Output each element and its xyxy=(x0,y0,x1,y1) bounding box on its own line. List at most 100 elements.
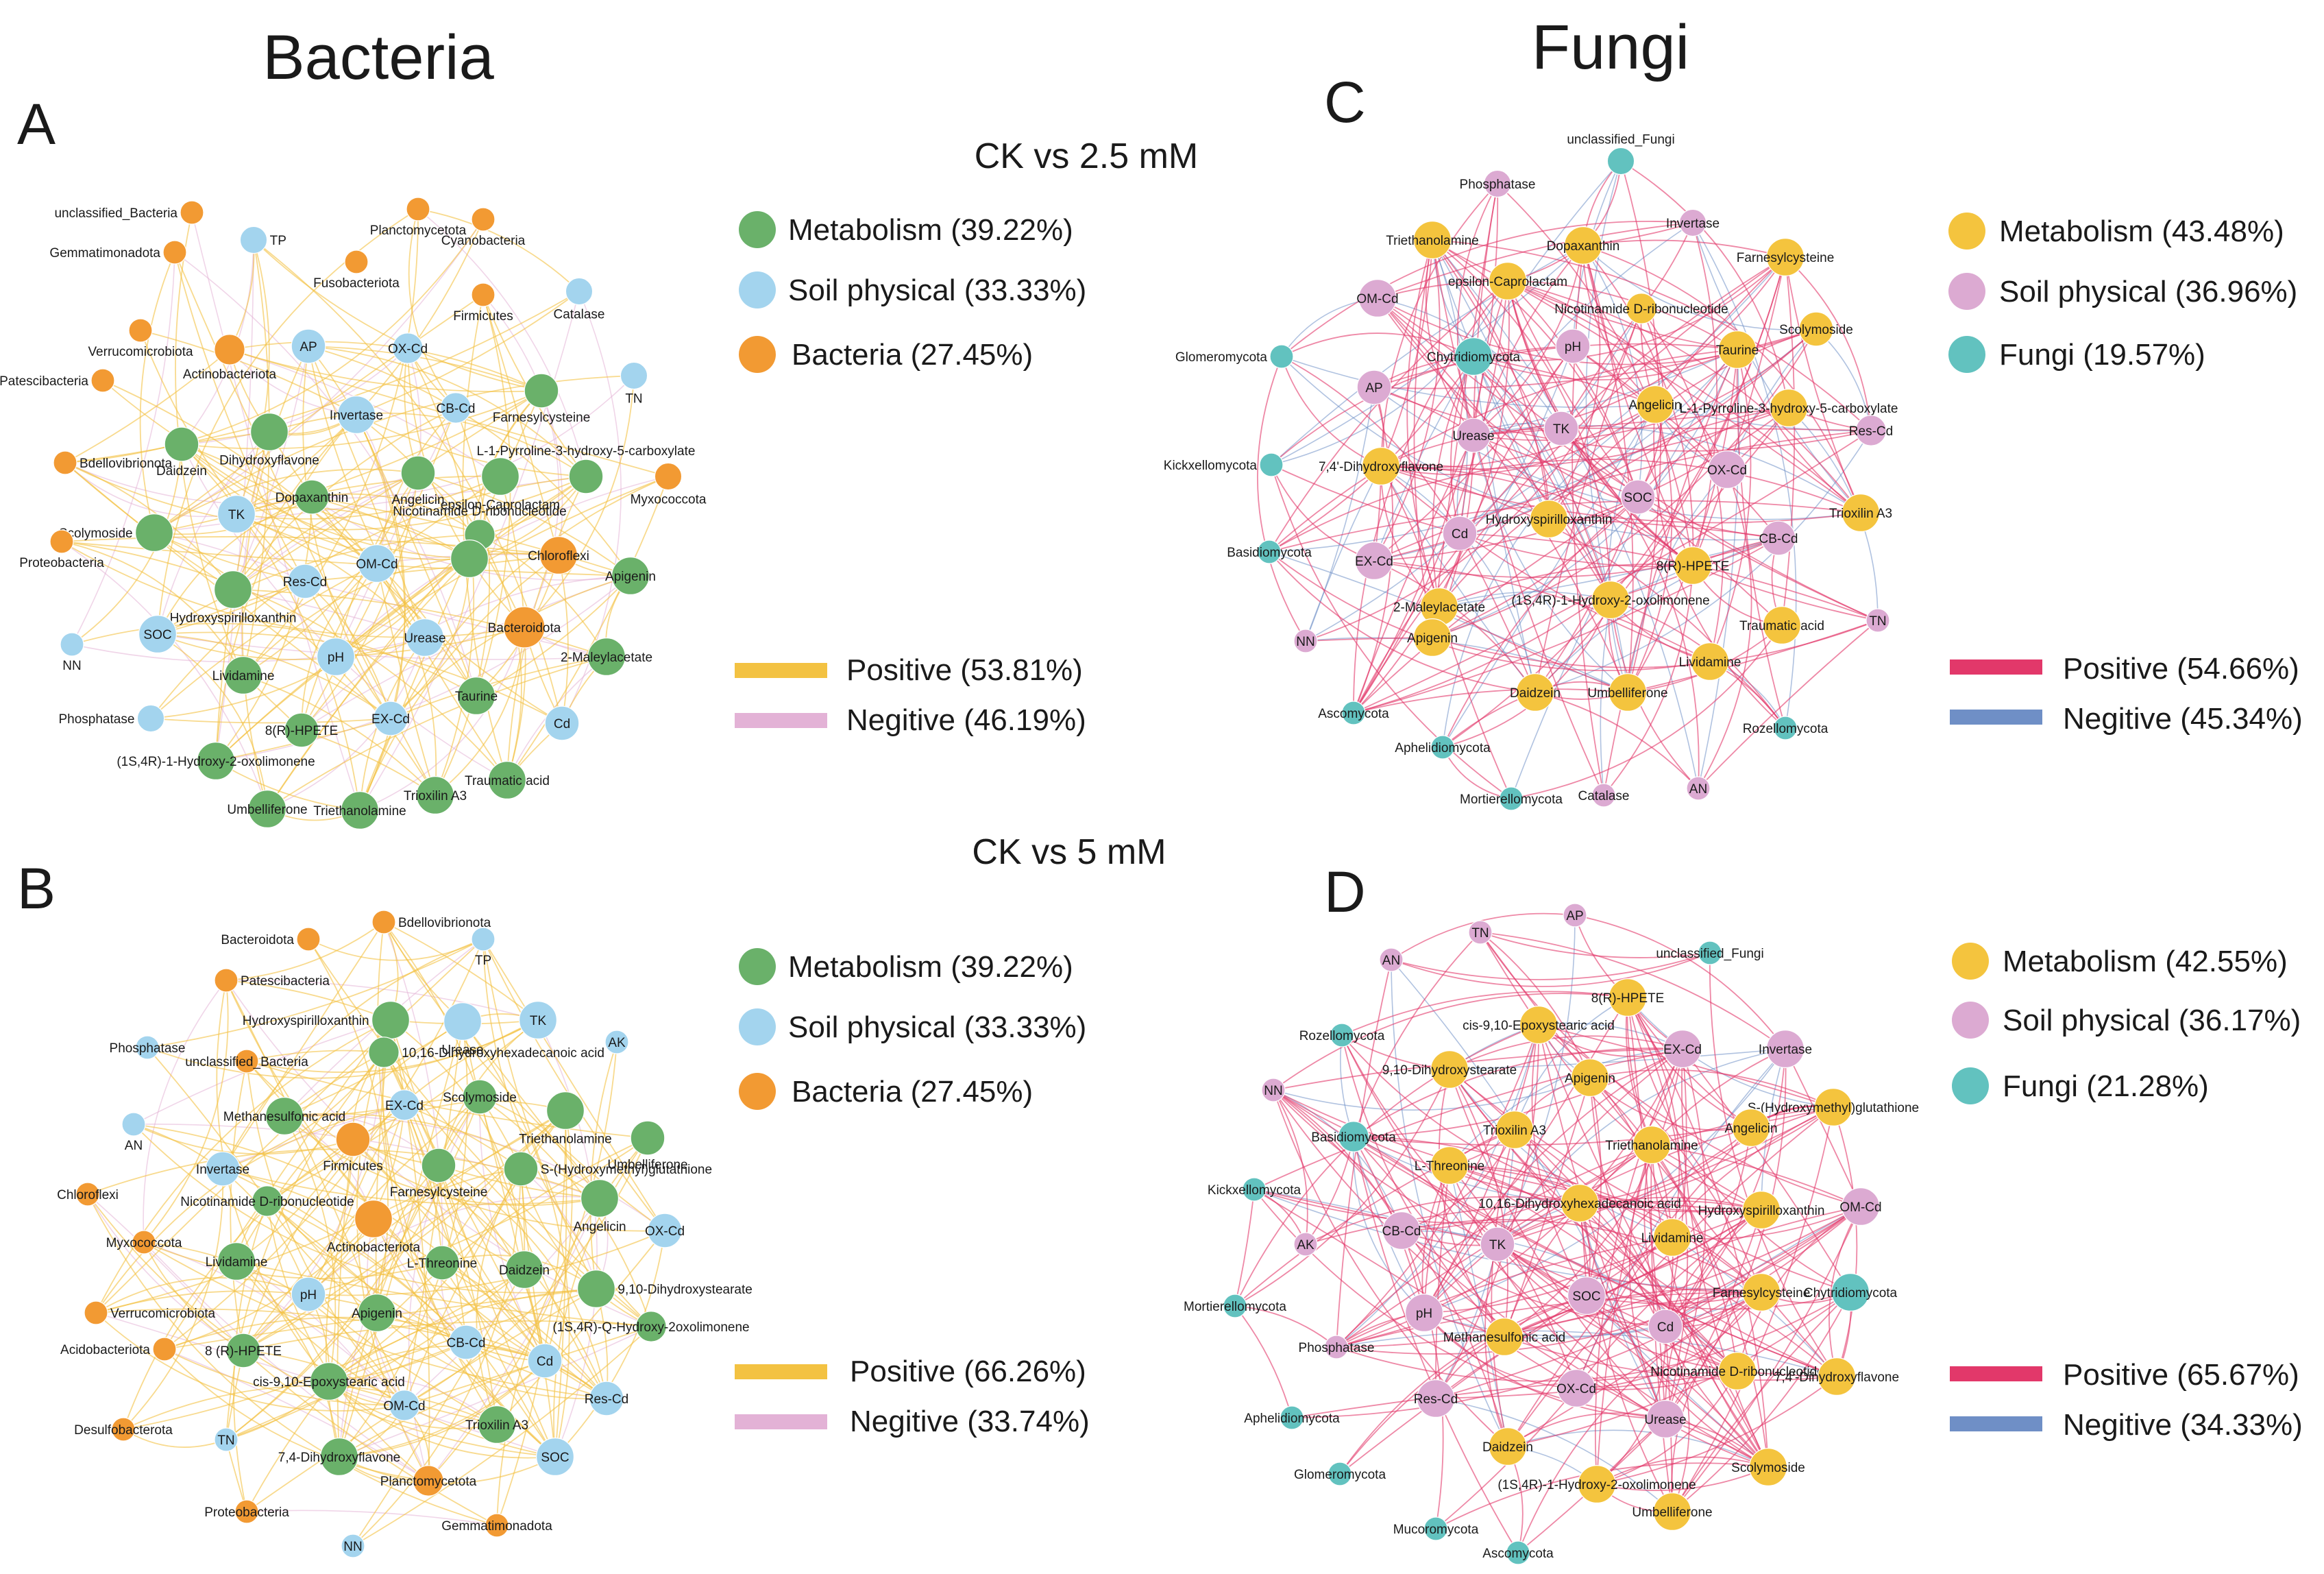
positive-edge xyxy=(154,375,635,533)
negative-edge xyxy=(1692,222,1797,729)
node-om-cd xyxy=(357,544,396,583)
node-label-1s-4r-1-hydroxy-2-oxolimonene: (1S,4R)-1-Hydroxy-2-oxolimonene xyxy=(117,755,315,769)
node-label-firmicutes: Firmicutes xyxy=(323,1159,383,1174)
positive-edge xyxy=(404,1104,556,1457)
node-label-proteobacteria: Proteobacteria xyxy=(19,556,104,570)
positive-edge xyxy=(404,1021,463,1406)
node-aphelidiomycota xyxy=(1280,1405,1304,1430)
node-label-ph: pH xyxy=(300,1288,317,1303)
positive-edge xyxy=(1234,1189,1255,1307)
positive-edge xyxy=(1353,1136,1673,1238)
node-lividamine xyxy=(1653,1218,1692,1257)
negative-edge xyxy=(1271,245,1584,465)
node-firmicutes xyxy=(335,1122,371,1157)
positive-edge xyxy=(1603,565,1693,796)
legend-label-metabolism: Metabolism (43.48%) xyxy=(1999,215,2284,248)
positive-edge xyxy=(1586,1077,1602,1296)
node-label-cd: Cd xyxy=(554,717,570,731)
positive-edge xyxy=(1473,356,1656,405)
node-apigenin xyxy=(611,556,650,595)
positive-edge xyxy=(352,1139,607,1399)
node-label-9-10-dihydroxystearate: 9,10-Dihydroxystearate xyxy=(617,1283,752,1297)
positive-edge xyxy=(1373,343,1738,388)
legend-swatch-metabolism xyxy=(1948,213,1985,250)
node-label-bdellovibrionota: Bdellovibrionota xyxy=(398,916,491,930)
node-bacteroidota xyxy=(296,927,321,952)
positive-edge xyxy=(339,1456,556,1484)
negative-edge xyxy=(1336,1330,1837,1377)
node-label-l-threonine: L-Threonine xyxy=(1415,1159,1484,1174)
positive-edge xyxy=(1596,1376,1837,1485)
node-nicotinamide-d-ribonucleotide xyxy=(1718,1351,1757,1390)
legend-swatch-negative xyxy=(735,713,827,728)
node-label-planctomycetota: Planctomycetota xyxy=(370,223,467,238)
negative-edge xyxy=(1271,245,1584,465)
positive-edge xyxy=(417,208,580,292)
nodes: AP TN unclassified_Fungi AN 8(R)-HPETE cis-9,… xyxy=(1184,903,1919,1565)
positive-edge xyxy=(1665,1326,1690,1512)
positive-edge xyxy=(1234,1069,1450,1307)
node-trioxilin-a3 xyxy=(1495,1110,1534,1149)
node-8-r-hpete xyxy=(1609,978,1648,1017)
positive-edge xyxy=(589,1041,617,1290)
positive-edge xyxy=(1665,1048,1707,1420)
comparison-label-a: CK vs 2.5 mM xyxy=(975,136,1199,176)
node-label-1s-4r-q-hydroxy-2oxolimonene: (1S,4R)-Q-Hydroxy-2oxolimonene xyxy=(552,1320,749,1335)
positive-edge xyxy=(1620,160,1789,409)
positive-edge xyxy=(236,476,501,520)
positive-edge xyxy=(157,633,268,810)
positive-edge xyxy=(284,1113,600,1199)
node-label-aphelidiomycota: Aphelidiomycota xyxy=(1395,741,1491,755)
positive-edge xyxy=(1504,1077,1591,1337)
node-label-ox-cd: OX-Cd xyxy=(645,1224,685,1239)
legend-swatch-bacteria xyxy=(739,1073,776,1110)
node-unlabeled xyxy=(450,539,489,578)
negative-edge xyxy=(1698,349,1739,789)
negative-edge xyxy=(1253,1189,1498,1245)
positive-edge xyxy=(1497,1127,1752,1245)
node-label-om-cd: OM-Cd xyxy=(1839,1200,1881,1215)
positive-edge xyxy=(243,675,436,796)
positive-edge xyxy=(1377,280,1738,350)
node-label-ak: AK xyxy=(608,1036,626,1050)
node-label-1s-4r-1-hydroxy-2-oxolimonene: (1S,4R)-1-Hydroxy-2-oxolimonene xyxy=(1497,1478,1696,1492)
node-patescibacteria xyxy=(214,968,238,993)
nodes: unclassified_Bacteria PlanctomycetotaCyan… xyxy=(0,197,707,830)
positive-edge xyxy=(216,980,330,1382)
positive-edge xyxy=(1596,1466,1769,1492)
positive-edge xyxy=(1401,1230,1666,1327)
node-an xyxy=(1379,947,1404,972)
node-label-tk: TK xyxy=(228,508,245,522)
node-label-apigenin: Apigenin xyxy=(605,570,656,584)
legend-label-bacteria: Bacteria (27.45%) xyxy=(792,338,1033,372)
negative-edge xyxy=(1271,280,1508,465)
legend-label-positive: Positive (53.81%) xyxy=(846,653,1083,687)
node-label-daidzein: Daidzein xyxy=(499,1263,550,1278)
positive-edge xyxy=(359,476,669,811)
node-label-cb-cd: CB-Cd xyxy=(1382,1224,1421,1239)
positive-edge xyxy=(1435,1165,1450,1399)
positive-edge xyxy=(1380,465,1711,662)
positive-edge xyxy=(1291,1370,1738,1418)
node-ascomycota xyxy=(1341,701,1366,725)
negative-edge xyxy=(1459,256,1786,534)
node-2-maleylacetate xyxy=(587,637,626,676)
positive-edge xyxy=(479,1096,600,1199)
node-label-catalase: Catalase xyxy=(1578,789,1630,803)
node-label-umbelliferone: Umbelliferone xyxy=(607,1158,687,1172)
legend-swatch-fungi xyxy=(1952,1067,1989,1104)
positive-edge xyxy=(1449,1069,1508,1337)
node-label-hydroxyspirilloxanthin: Hydroxyspirilloxanthin xyxy=(243,1014,369,1028)
node-label-hydroxyspirilloxanthin: Hydroxyspirilloxanthin xyxy=(1698,1204,1825,1218)
positive-edge xyxy=(1432,496,1639,638)
positive-edge xyxy=(1459,533,1536,693)
legend-swatch-positive xyxy=(735,663,827,678)
positive-edge xyxy=(417,472,631,577)
node-7-4-dihydroxyflavone xyxy=(320,1438,359,1477)
positive-edge xyxy=(1473,245,1584,436)
positive-edge xyxy=(1582,245,1656,405)
node-label-phosphatase: Phosphatase xyxy=(1460,178,1536,192)
node-scolymoside xyxy=(462,1079,498,1115)
positive-edge xyxy=(376,563,508,781)
node-ph xyxy=(1555,328,1591,364)
